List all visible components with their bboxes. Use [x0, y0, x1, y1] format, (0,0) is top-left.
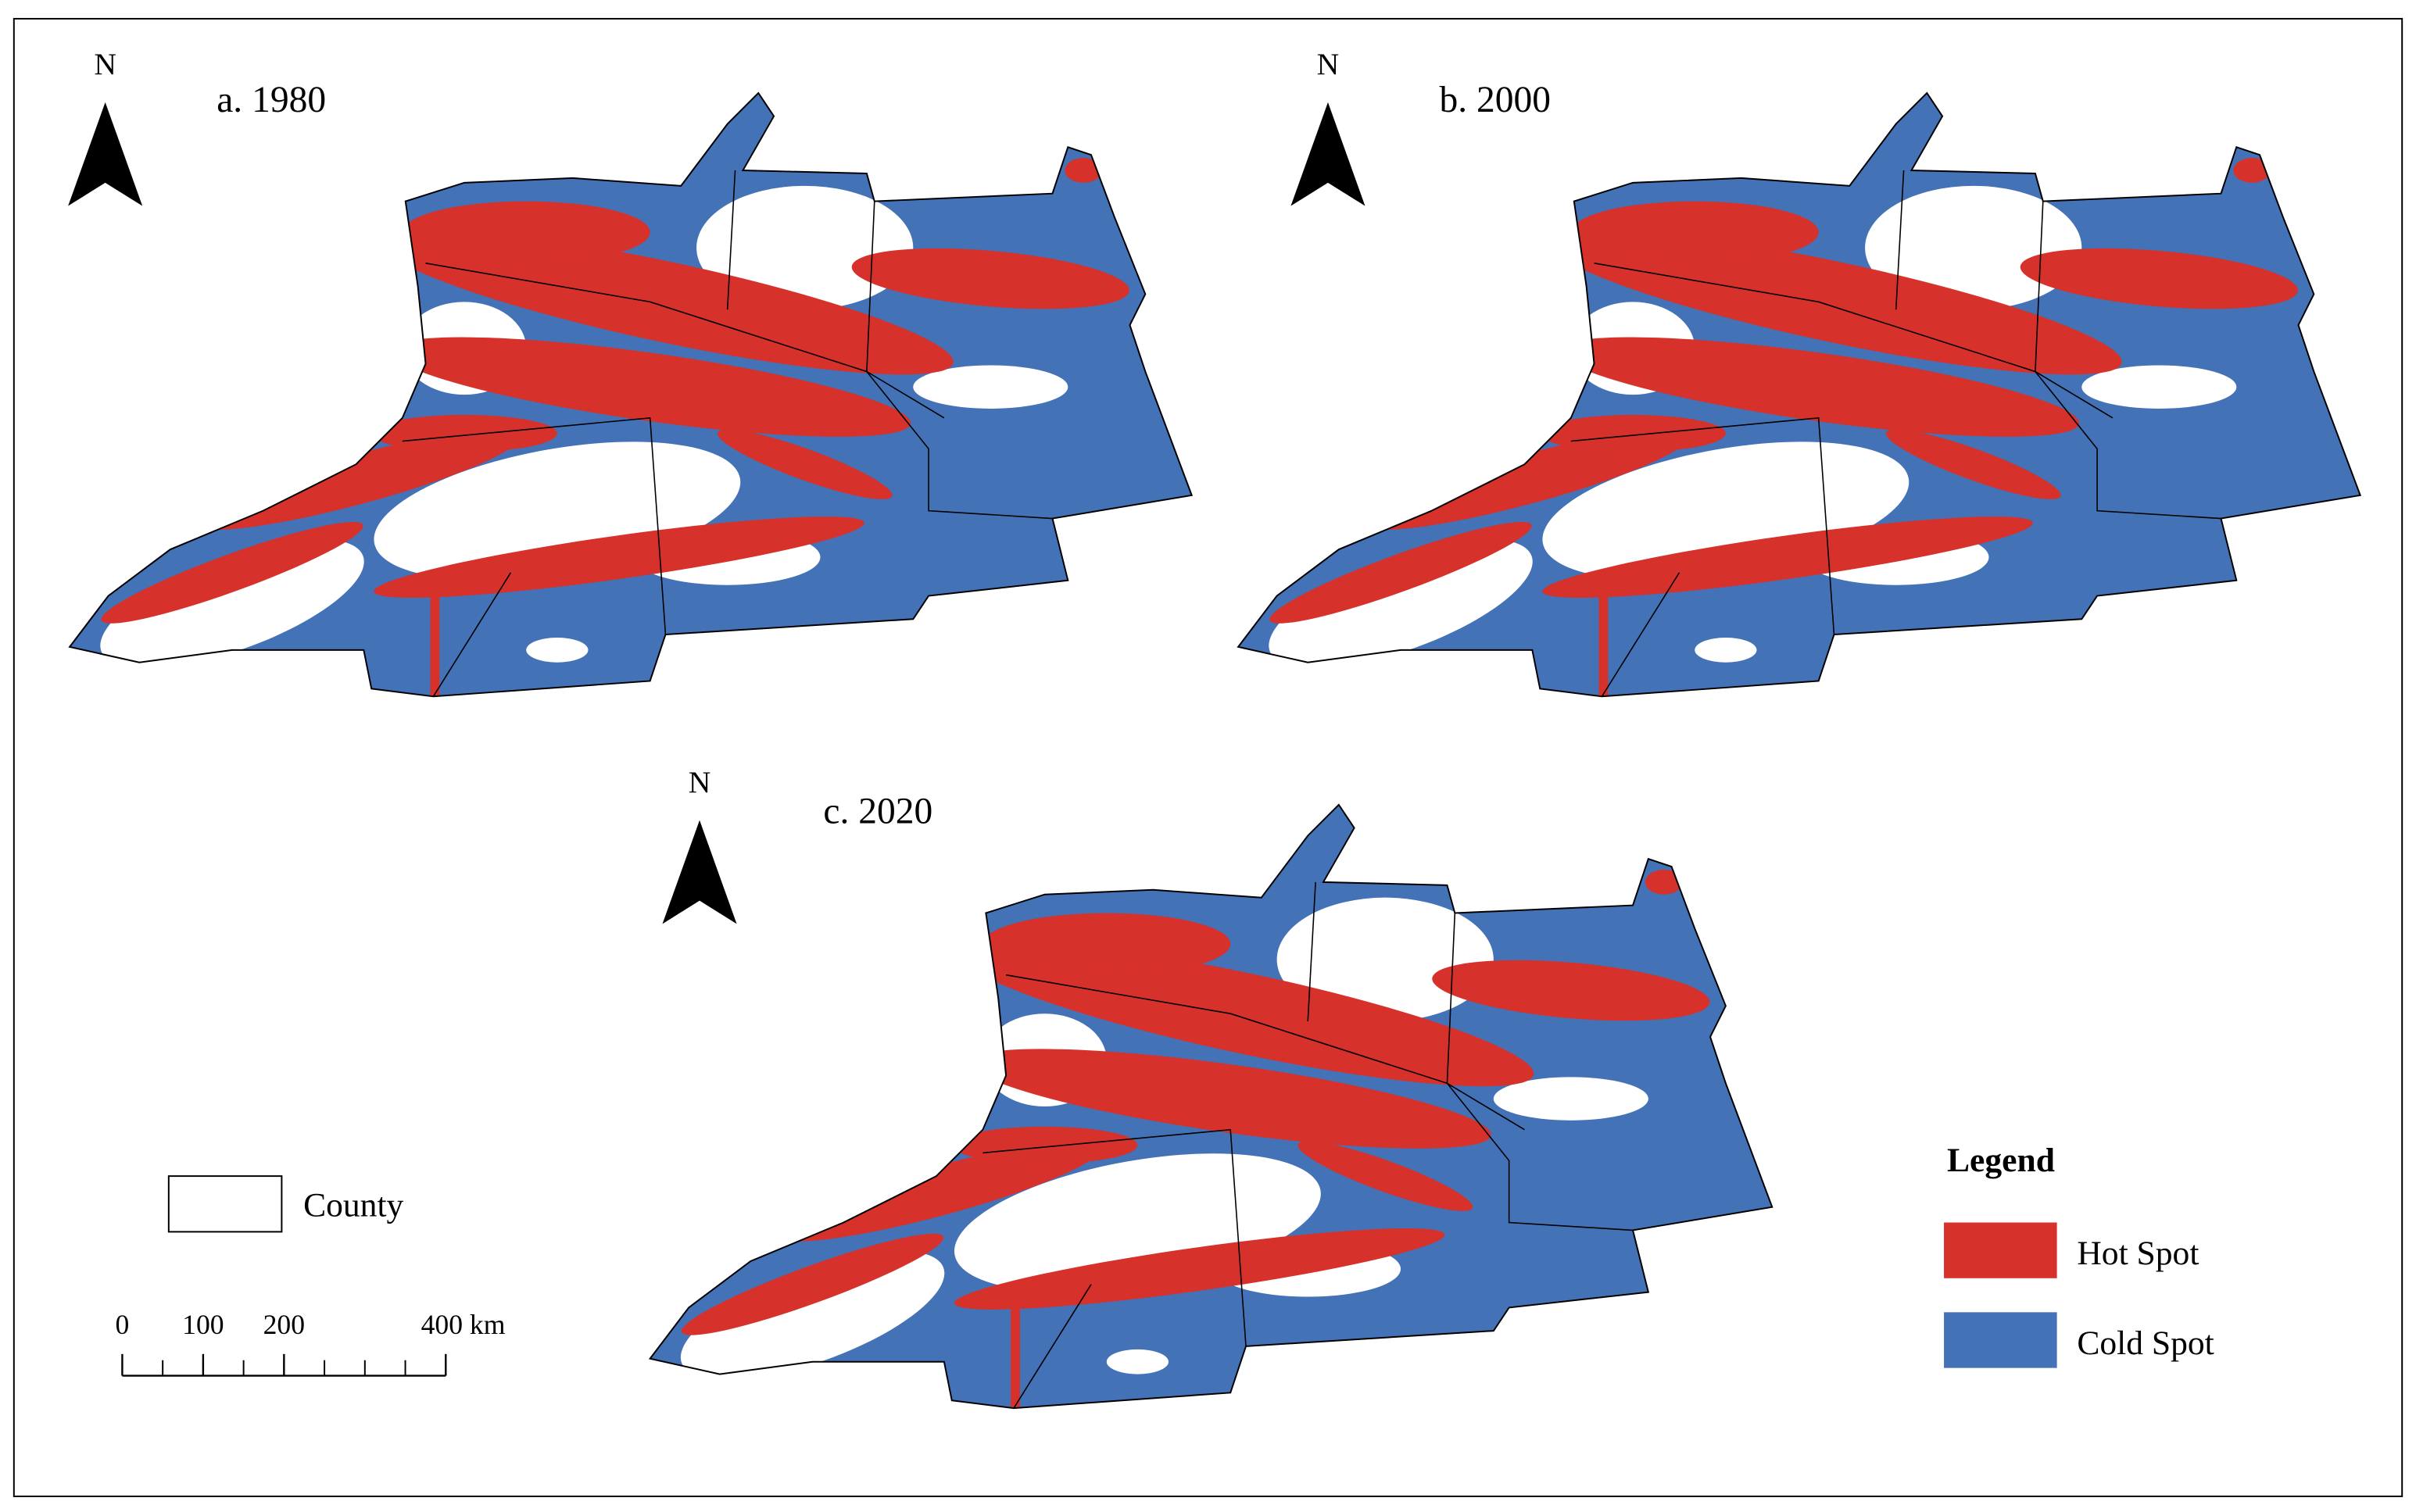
- region-map: [0, 0, 1238, 742]
- legend-title: Legend: [1947, 1142, 2055, 1179]
- legend-swatch: [1944, 1312, 2057, 1368]
- map-panel: [581, 712, 1819, 1454]
- map-panel: [1169, 0, 2407, 742]
- legend-label: Cold Spot: [2077, 1324, 2214, 1362]
- scale-tick-label: 100: [182, 1309, 224, 1340]
- frame: [13, 17, 2403, 1497]
- north-arrow: [68, 102, 143, 206]
- legend-swatch: [1944, 1222, 2057, 1278]
- county-label: County: [303, 1187, 403, 1224]
- map-panel: [0, 0, 1238, 742]
- scale-tick-label: 200: [263, 1309, 305, 1340]
- north-label: N: [1317, 47, 1340, 81]
- north-arrow: [1290, 102, 1365, 206]
- north-label: N: [94, 47, 116, 81]
- scale-tick-label: 400 km: [421, 1309, 506, 1340]
- region-map: [1169, 0, 2407, 742]
- scale-tick-label: 0: [116, 1309, 130, 1340]
- legend-label: Hot Spot: [2077, 1235, 2199, 1272]
- north-label: N: [689, 765, 711, 799]
- county-swatch: [167, 1175, 283, 1233]
- panel-label: b. 2000: [1440, 80, 1552, 120]
- panel-label: c. 2020: [823, 792, 932, 832]
- panel-label: a. 1980: [217, 80, 326, 120]
- north-arrow: [662, 820, 737, 924]
- region-map: [581, 712, 1819, 1454]
